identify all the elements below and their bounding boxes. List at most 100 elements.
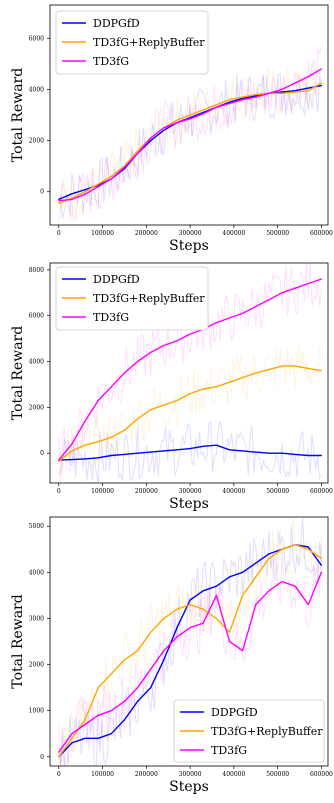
plot-frame [49, 4, 329, 226]
chart-2: 0 100000 200000 300000 400000 500000 600000 0 20… [10, 262, 333, 512]
data-point [215, 106, 217, 108]
data-point [150, 409, 152, 411]
data-point [189, 117, 191, 119]
data-point [320, 571, 322, 573]
legend-label: TD3fG [211, 744, 247, 757]
data-point [71, 443, 73, 445]
x-axis-title: Steps [169, 779, 209, 795]
data-point [215, 585, 217, 587]
data-point [242, 594, 244, 597]
data-point [84, 193, 86, 195]
data-point [150, 631, 152, 633]
legend-box [55, 10, 209, 75]
data-point [281, 452, 283, 454]
y-tick-label: 0 [40, 754, 44, 761]
data-point [71, 737, 73, 739]
data-point [163, 659, 165, 661]
data-point [97, 714, 99, 716]
x-tick-label: 300000 [179, 771, 202, 778]
data-point [110, 710, 112, 712]
x-tick-label: 400000 [222, 771, 245, 778]
data-point [123, 700, 125, 703]
noise-trace-1 [58, 517, 322, 767]
data-point [281, 548, 283, 550]
data-point [84, 719, 86, 721]
data-point [163, 404, 165, 406]
data-point [189, 448, 191, 450]
noise-trace-3 [58, 262, 322, 483]
noise-trace-3 [58, 46, 322, 223]
data-point [97, 183, 99, 185]
data-point [215, 322, 217, 324]
data-point [255, 93, 257, 96]
legend-label: TD3fG [93, 311, 129, 324]
x-tick-label: 200000 [135, 230, 158, 237]
noise-trace-1 [58, 72, 322, 219]
y-tick-label: 8000 [29, 267, 44, 274]
chart-3: 0 100000 200000 300000 400000 500000 600000 0 10… [10, 516, 333, 795]
data-point [58, 202, 60, 204]
data-point [202, 111, 204, 113]
x-tick-label: 100000 [91, 488, 114, 495]
data-point [215, 386, 217, 388]
data-point [84, 444, 86, 446]
data-point [320, 370, 322, 372]
x-tick-label: 300000 [179, 488, 202, 495]
data-point [97, 399, 99, 402]
data-point [281, 88, 283, 90]
data-point [307, 367, 309, 369]
legend-label: DDPGfD [93, 273, 140, 286]
data-point [71, 198, 73, 200]
data-point [294, 82, 296, 84]
data-point [110, 178, 112, 180]
noise-trace-2 [58, 516, 322, 767]
data-point [110, 673, 112, 675]
data-point [255, 451, 257, 453]
x-tick-label: 500000 [266, 230, 289, 237]
data-point [268, 590, 270, 592]
data-point [123, 166, 125, 168]
x-tick-label: 0 [57, 230, 61, 237]
x-tick-label: 500000 [266, 771, 289, 778]
data-point [137, 418, 139, 420]
legend-box [173, 699, 325, 763]
plot-frame [49, 516, 329, 767]
data-point [281, 292, 283, 294]
data-point [242, 571, 244, 573]
data-point [307, 546, 309, 548]
data-point [176, 636, 178, 638]
data-point [268, 299, 270, 301]
data-point [202, 445, 204, 447]
data-point [215, 617, 217, 620]
data-point [320, 454, 322, 457]
data-point [84, 458, 86, 460]
data-point [123, 659, 125, 661]
y-tick-label: 4000 [29, 359, 44, 366]
y-tick-label: 6000 [29, 313, 44, 320]
data-point [176, 122, 178, 124]
data-point [176, 119, 178, 121]
data-point [320, 557, 322, 560]
data-point [242, 650, 244, 652]
data-point [268, 369, 270, 371]
data-point [202, 608, 204, 610]
x-tick-label: 0 [57, 771, 61, 778]
data-point [228, 576, 231, 578]
x-axis-title: Steps [169, 496, 209, 512]
data-point [294, 585, 296, 587]
data-point [150, 687, 152, 689]
data-point [110, 175, 112, 177]
data-point [268, 452, 270, 454]
data-point [189, 627, 191, 629]
x-tick-label: 0 [57, 488, 61, 495]
data-point [58, 751, 60, 753]
data-point [255, 372, 257, 374]
data-point [228, 449, 231, 451]
data-point [242, 99, 244, 101]
data-point [110, 733, 112, 735]
data-point [84, 191, 86, 193]
data-point [202, 109, 204, 111]
data-point [97, 737, 99, 739]
plot-frame [49, 262, 329, 484]
